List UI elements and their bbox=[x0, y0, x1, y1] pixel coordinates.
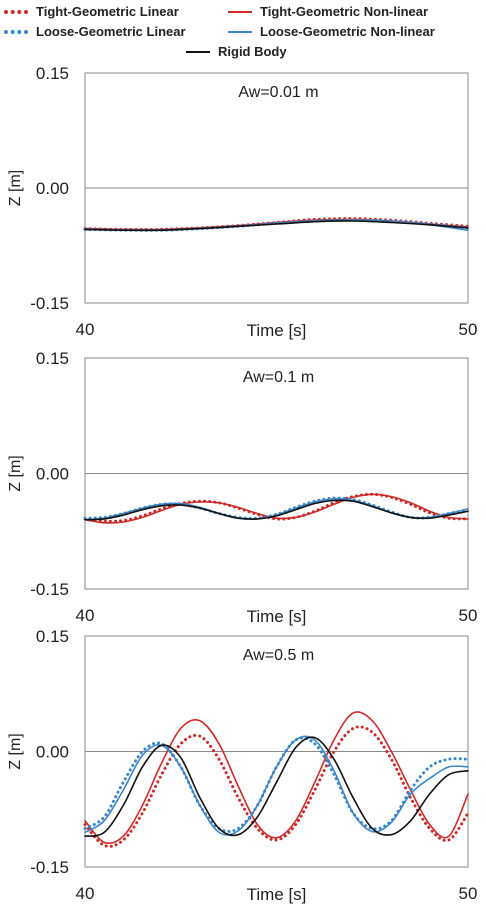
x-tick-label: 50 bbox=[459, 884, 478, 903]
y-axis-title: Z [m] bbox=[7, 455, 24, 491]
x-tick-label: 40 bbox=[76, 884, 95, 903]
series-line-rigid-body bbox=[84, 220, 469, 232]
legend-swatch-rigid-body bbox=[186, 50, 210, 53]
y-tick-label: 0.15 bbox=[36, 349, 69, 368]
legend-swatch-loose-linear bbox=[4, 29, 28, 34]
y-tick-label: -0.15 bbox=[30, 294, 69, 313]
y-tick-label: 0.15 bbox=[36, 627, 69, 646]
y-tick-label: -0.15 bbox=[30, 580, 69, 599]
legend-swatch-loose-nonlinear bbox=[228, 30, 252, 33]
legend-label-tight-linear: Tight-Geometric Linear bbox=[36, 4, 179, 19]
x-axis-title: Time [s] bbox=[247, 607, 307, 626]
y-tick-label: -0.15 bbox=[30, 858, 69, 877]
legend-item-rigid-body: Rigid Body bbox=[186, 44, 287, 59]
series-line-rigid-body bbox=[84, 736, 469, 837]
legend-item-tight-linear: Tight-Geometric Linear bbox=[4, 4, 179, 19]
panel-annotation: Aw=0.01 m bbox=[238, 84, 318, 101]
x-tick-label: 50 bbox=[459, 606, 478, 625]
series-line-rigid-body bbox=[84, 499, 469, 521]
series-line-tight-geometric-non-linear bbox=[84, 493, 469, 524]
legend-label-tight-nonlinear: Tight-Geometric Non-linear bbox=[260, 4, 429, 19]
legend-item-tight-nonlinear: Tight-Geometric Non-linear bbox=[228, 4, 428, 19]
legend-label-loose-nonlinear: Loose-Geometric Non-linear bbox=[260, 24, 435, 39]
legend-item-loose-nonlinear: Loose-Geometric Non-linear bbox=[228, 24, 435, 39]
panel-annotation: Aw=0.5 m bbox=[243, 647, 314, 664]
series-line-loose-geometric-non-linear bbox=[84, 735, 469, 836]
x-axis-title: Time [s] bbox=[247, 321, 307, 340]
legend-label-loose-linear: Loose-Geometric Linear bbox=[36, 24, 186, 39]
y-tick-label: 0.00 bbox=[36, 179, 69, 198]
y-axis-title: Z [m] bbox=[7, 170, 24, 206]
series-line-tight-geometric-linear bbox=[83, 492, 470, 523]
x-tick-label: 40 bbox=[76, 320, 95, 339]
series-line-tight-geometric-linear bbox=[83, 725, 470, 848]
legend-item-loose-linear: Loose-Geometric Linear bbox=[4, 24, 186, 39]
y-tick-label: 0.15 bbox=[36, 64, 69, 83]
y-tick-label: 0.00 bbox=[36, 465, 69, 484]
legend-label-rigid-body: Rigid Body bbox=[218, 44, 287, 59]
legend-swatch-tight-nonlinear bbox=[228, 10, 252, 13]
legend-swatch-tight-linear bbox=[4, 9, 28, 14]
x-tick-label: 50 bbox=[459, 320, 478, 339]
y-axis-title: Z [m] bbox=[7, 733, 24, 769]
series-line-tight-geometric-non-linear bbox=[84, 711, 469, 845]
x-axis-title: Time [s] bbox=[247, 885, 307, 904]
legend: Tight-Geometric Linear Tight-Geometric N… bbox=[0, 0, 486, 66]
panel-annotation: Aw=0.1 m bbox=[243, 369, 314, 386]
x-tick-label: 40 bbox=[76, 606, 95, 625]
y-tick-label: 0.00 bbox=[36, 743, 69, 762]
